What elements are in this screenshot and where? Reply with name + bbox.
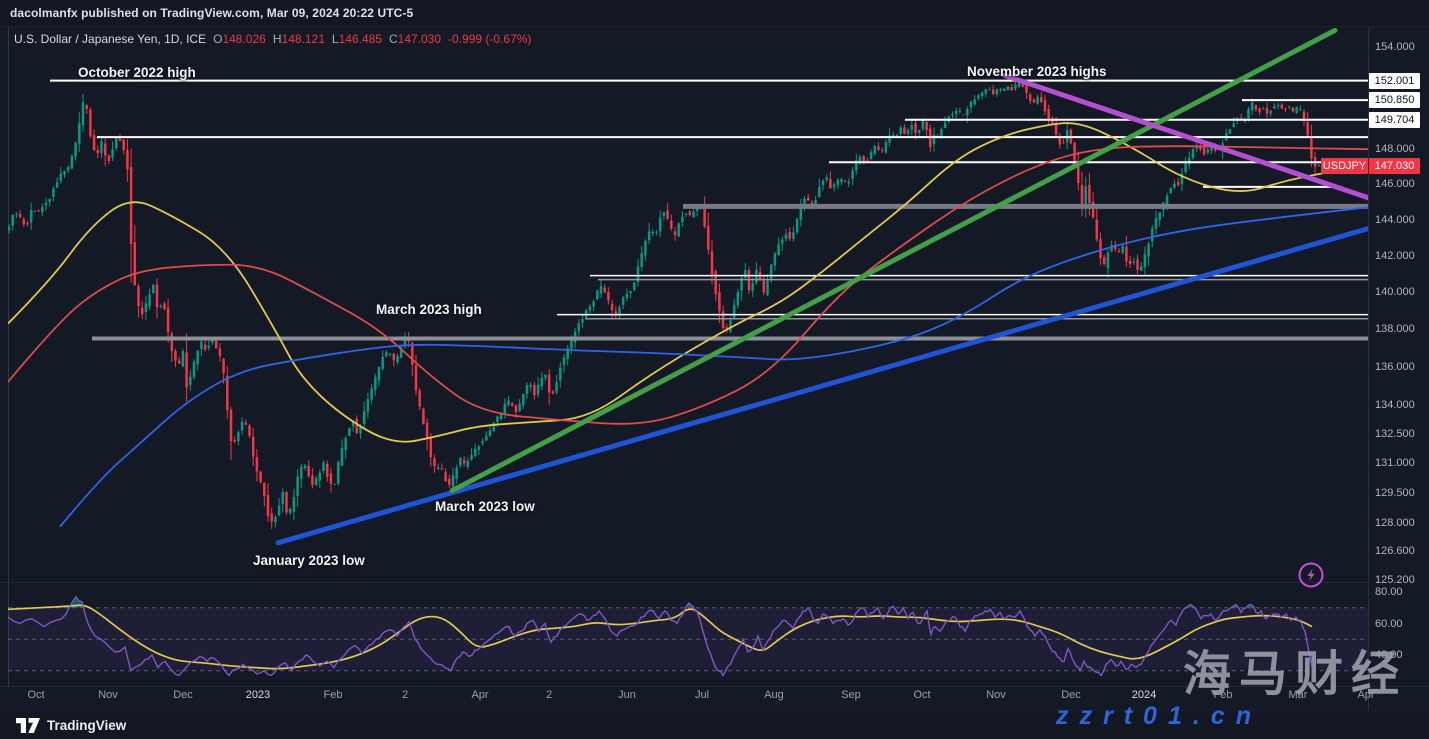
price-tick-label: 148.000 [1375, 143, 1415, 156]
price-tick-label: 131.000 [1375, 457, 1415, 470]
time-axis-label: Feb [1213, 689, 1233, 701]
time-axis-label: Feb [323, 689, 343, 701]
time-axis-label: 2 [401, 689, 409, 701]
price-tick-label: 126.600 [1375, 544, 1415, 557]
lightning-bolt-icon [1307, 568, 1315, 582]
level-badge-150850: 150.850 [1369, 92, 1420, 109]
rsi-tick-label: 40.00 [1375, 649, 1403, 661]
price-tick-label: 138.000 [1375, 323, 1415, 336]
time-axis-label: Mar [1288, 689, 1308, 701]
time-axis-label: Sep [841, 689, 861, 701]
price-change: -0.999 (-0.67%) [448, 32, 532, 46]
rsi-tick-label: 80.00 [1375, 586, 1403, 598]
price-tick-label: 125.200 [1375, 573, 1415, 586]
level-badge-152001: 152.001 [1369, 72, 1420, 89]
time-axis-label: 2023 [245, 689, 271, 701]
ohlc-values: O148.026 H148.121 L146.485 C147.030 [206, 32, 441, 46]
time-axis-label: Oct [913, 689, 931, 701]
tradingview-logo-icon[interactable] [16, 717, 40, 733]
price-tick-label: 146.000 [1375, 178, 1415, 191]
annotation-march-2023-high: March 2023 high [376, 302, 482, 317]
price-tick-label: 142.000 [1375, 249, 1415, 262]
time-axis-label: Dec [1061, 689, 1081, 701]
time-axis-label: Oct [27, 689, 45, 701]
symbol-price-badge: USDJPY [1321, 158, 1368, 175]
symbol-title: U.S. Dollar / Japanese Yen, 1D, ICE [14, 32, 207, 46]
price-tick-label: 140.000 [1375, 286, 1415, 299]
annotation-november-2023-highs: November 2023 highs [967, 64, 1107, 79]
time-axis-label: Jul [694, 689, 710, 701]
ohlc-value: 148.121 [281, 32, 325, 46]
lightning-circle-icon [1298, 562, 1324, 588]
ohlc-value: 148.026 [222, 32, 266, 46]
annotation-october-2022-high: October 2022 high [78, 65, 196, 80]
time-axis-label: 2024 [1131, 689, 1157, 701]
price-tick-label: 154.000 [1375, 41, 1415, 53]
time-axis-label: Nov [98, 689, 118, 701]
time-axis-label: Jun [618, 689, 636, 701]
annotation-january-2023-low: January 2023 low [253, 553, 365, 568]
price-tick-label: 134.000 [1375, 398, 1415, 411]
time-axis-label: Apr [471, 689, 489, 701]
price-tick-label: 128.000 [1375, 516, 1415, 529]
time-axis-label: Dec [173, 689, 193, 701]
price-tick-label: 136.000 [1375, 360, 1415, 373]
time-axis-label: Nov [986, 689, 1006, 701]
boost-lightning-button[interactable] [1297, 561, 1325, 589]
ohlc-letter: H [272, 32, 282, 46]
symbol-legend: U.S. Dollar / Japanese Yen, 1D, ICE O148.… [14, 32, 531, 46]
ohlc-letter: O [213, 32, 223, 46]
level-badge-149704: 149.704 [1369, 111, 1420, 128]
time-axis-label: Apr [1357, 689, 1375, 701]
price-tick-label: 129.500 [1375, 486, 1415, 499]
footer-bar: TradingView [0, 710, 1429, 739]
price-tick-label: 132.500 [1375, 427, 1415, 440]
tradingview-brand-label[interactable]: TradingView [47, 717, 127, 733]
publish-info-text: dacolmanfx published on TradingView.com,… [10, 6, 414, 20]
ohlc-letter: L [331, 32, 339, 46]
time-axis-label: Aug [764, 689, 784, 701]
last-price-badge: 147.030 [1369, 158, 1420, 175]
time-axis-label: 2 [545, 689, 553, 701]
publish-info-bar: dacolmanfx published on TradingView.com,… [0, 0, 1429, 27]
ohlc-letter: C [388, 32, 398, 46]
ohlc-value: 146.485 [338, 32, 382, 46]
annotation-march-2023-low: March 2023 low [435, 499, 535, 514]
rsi-tick-label: 60.00 [1375, 617, 1403, 630]
price-tick-label: 144.000 [1375, 213, 1415, 226]
ohlc-value: 147.030 [397, 32, 442, 46]
